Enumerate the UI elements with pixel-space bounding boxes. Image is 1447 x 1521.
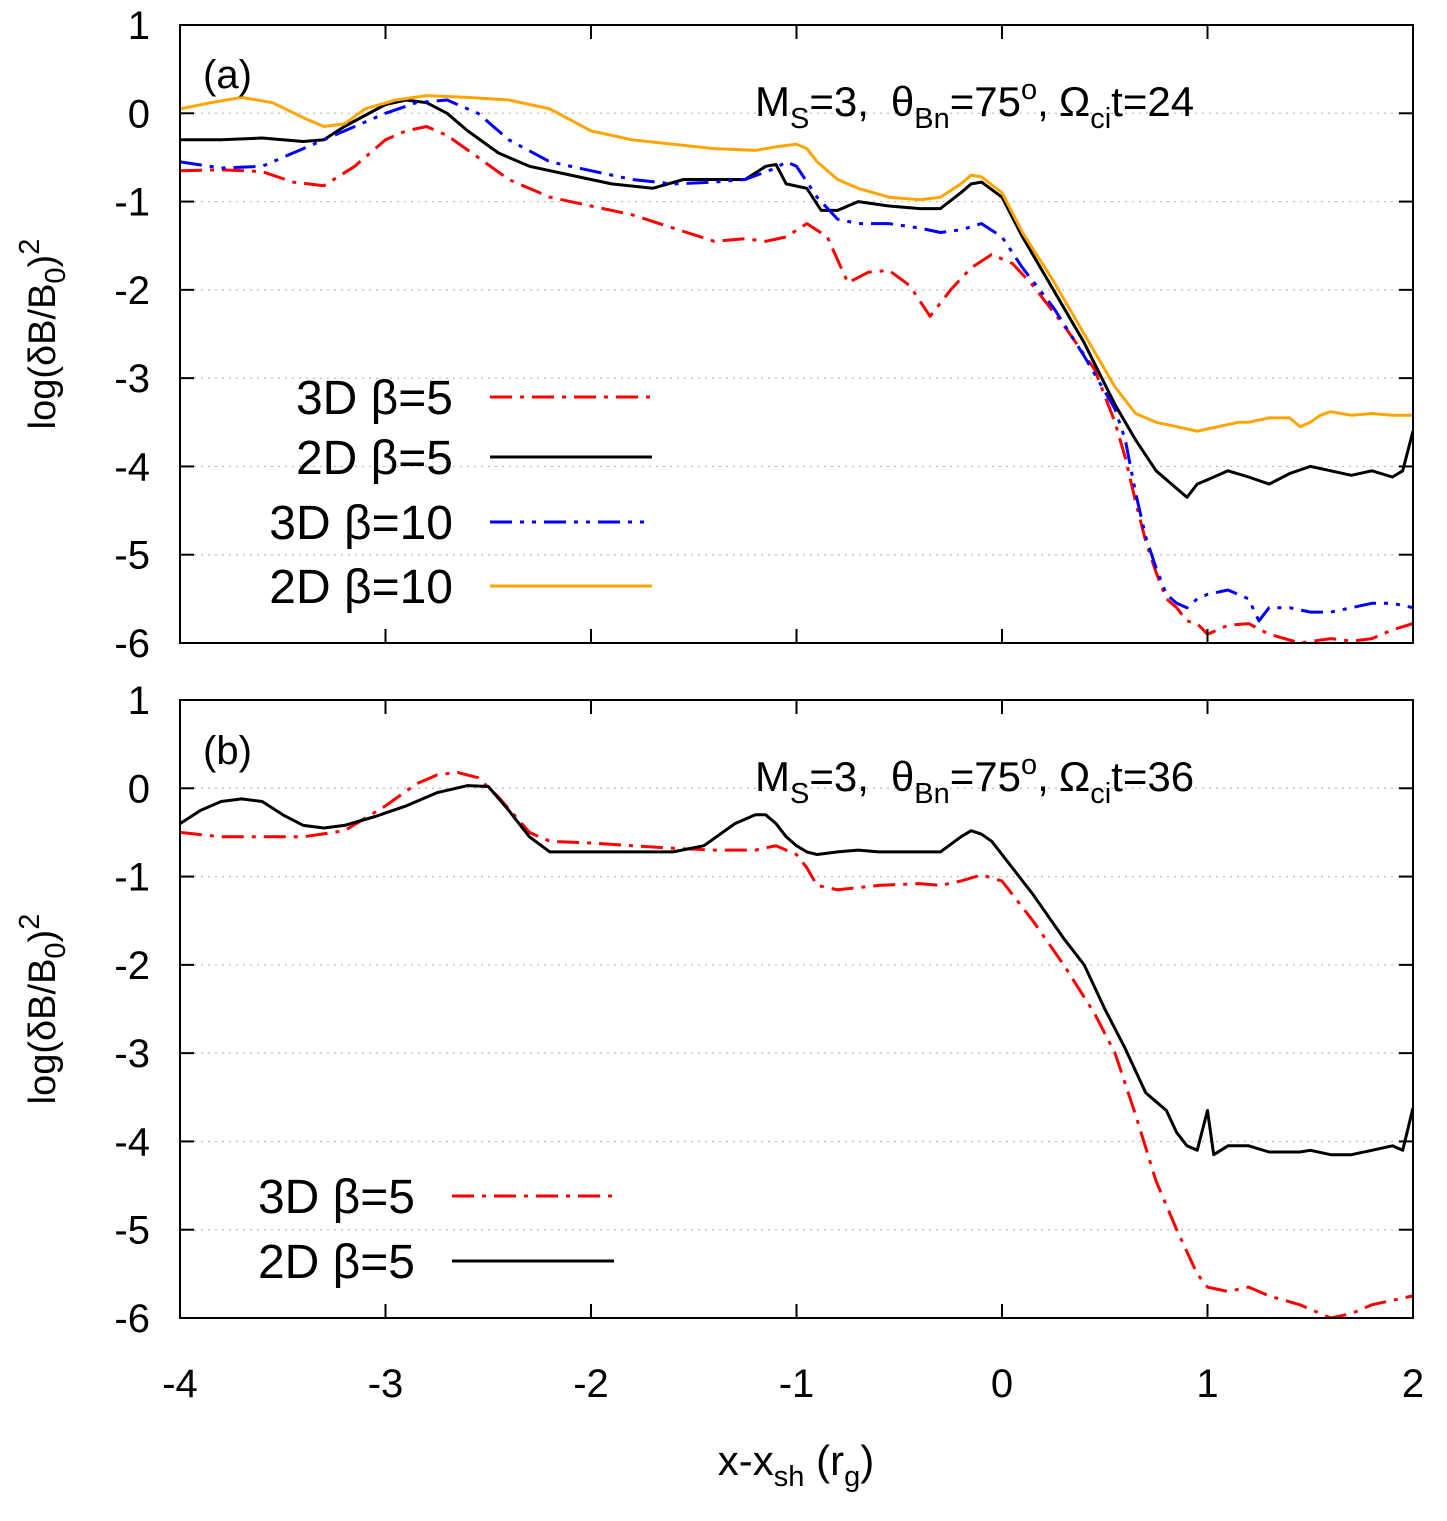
ticks-a (179, 24, 1414, 644)
x-tick-label: 1 (1196, 1362, 1218, 1406)
panel-label-b: (b) (203, 729, 252, 773)
y-tick-label: -3 (114, 1032, 150, 1076)
y-tick-label: -1 (114, 181, 150, 225)
series-line (180, 784, 1413, 1157)
x-tick-label: 0 (991, 1362, 1013, 1406)
x-tick-label: -2 (573, 1362, 609, 1406)
y-tick-label: 0 (128, 92, 150, 136)
x-axis-label: x-xsh (rg) (718, 1437, 874, 1493)
x-tick-label: -1 (779, 1362, 815, 1406)
y-tick-label: 1 (128, 4, 150, 48)
panel-b: -4 -3 -2 -1 0 1 2 1 0 -1 -2 -3 -4 -5 -6 (b) MS=3, θBn=… (14, 679, 1424, 1406)
panel-a: 10-1-2-3-4-5-6 (a) MS=3, θBn=75o, Ωcit=24 … (14, 4, 1414, 666)
panel-label-a: (a) (203, 53, 252, 97)
y-tick-label: 1 (128, 679, 150, 723)
series-group-a (180, 94, 1413, 643)
ytick-labels-a: 1 0 -1 -2 -3 -4 -5 -6 (114, 4, 150, 666)
series-line (180, 94, 1413, 433)
legend-label: 3D β=5 (258, 1171, 415, 1224)
series-line (180, 125, 1413, 643)
y-tick-label: -6 (114, 1297, 150, 1341)
legend-label: 3D β=5 (296, 372, 453, 425)
legend-label: 2D β=5 (258, 1236, 415, 1289)
y-tick-label: -3 (114, 357, 150, 401)
x-tick-label: -4 (162, 1362, 198, 1406)
x-tick-label: -3 (368, 1362, 404, 1406)
x-tick-label: 2 (1402, 1362, 1424, 1406)
legend-label: 3D β=10 (269, 497, 453, 550)
series-line (180, 98, 1413, 623)
y-tick-label: -5 (114, 534, 150, 578)
series-line (180, 770, 1413, 1318)
y-tick-label: -2 (114, 269, 150, 313)
y-tick-label: -4 (114, 445, 150, 489)
y-tick-label: 0 (128, 767, 150, 811)
y-axis-label-a: log(δB/B0)2 (14, 239, 72, 430)
grid-a (180, 112, 1413, 556)
xtick-labels-b: -4 -3 -2 -1 0 1 2 (162, 1362, 1424, 1406)
series-line (180, 98, 1413, 499)
legend-label: 2D β=10 (269, 561, 453, 614)
legend-a: 3D β=5 2D β=5 3D β=10 2D β=10 (269, 372, 652, 614)
y-axis-label-b: log(δB/B0)2 (14, 914, 72, 1105)
y-tick-label: -6 (114, 622, 150, 666)
y-tick-label: -1 (114, 856, 150, 900)
y-tick-label: -4 (114, 1120, 150, 1164)
series-group-b (180, 770, 1413, 1318)
annotation-b: MS=3, θBn=75o, Ωcit=36 (755, 749, 1194, 810)
grid-b (180, 787, 1413, 1231)
annotation-a: MS=3, θBn=75o, Ωcit=24 (755, 74, 1194, 135)
legend-label: 2D β=5 (296, 432, 453, 485)
ticks-b (179, 699, 1414, 1319)
y-tick-label: -5 (114, 1209, 150, 1253)
legend-b: 3D β=5 2D β=5 (258, 1171, 614, 1289)
y-tick-label: -2 (114, 944, 150, 988)
ytick-labels-b: 1 0 -1 -2 -3 -4 -5 -6 (114, 679, 150, 1341)
